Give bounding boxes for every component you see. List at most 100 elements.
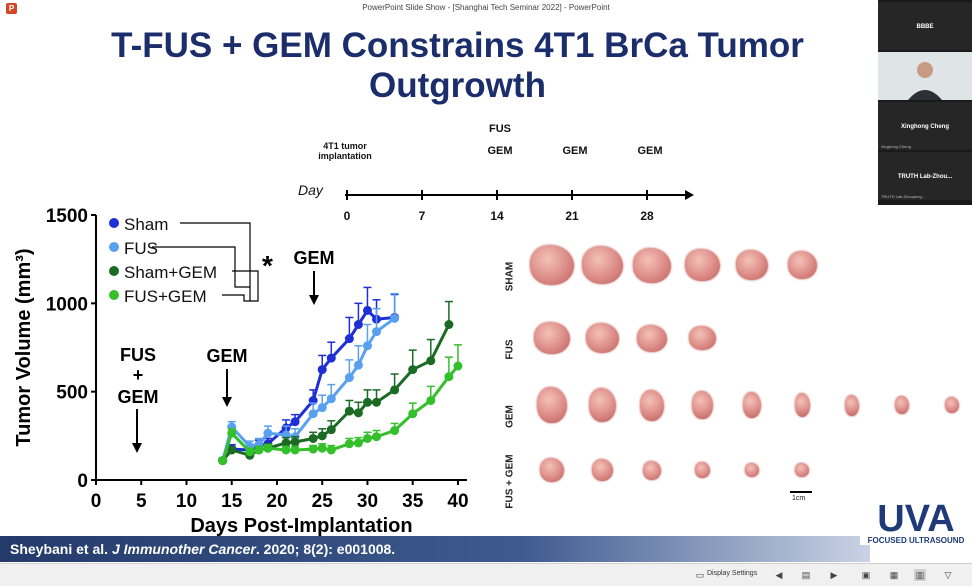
citation-text: Sheybani et al. J Immunother Cancer. 202…: [10, 541, 395, 557]
data-point: [317, 365, 327, 375]
next-slide-icon[interactable]: ▶: [830, 570, 838, 580]
data-point: [254, 445, 264, 455]
data-point: [372, 327, 382, 337]
data-point: [444, 320, 454, 330]
annotation-gem-28: GEM: [293, 248, 334, 268]
data-point: [353, 438, 363, 448]
display-settings-icon[interactable]: ▭: [695, 570, 705, 580]
data-point: [281, 445, 291, 455]
x-tick-label: 30: [357, 491, 378, 512]
data-point: [263, 443, 273, 453]
data-point: [326, 425, 336, 435]
slide-sorter-icon[interactable]: ▦: [889, 570, 899, 580]
data-point: [281, 438, 291, 448]
scale-bar-label: 1cm: [792, 495, 806, 502]
data-point: [344, 439, 354, 449]
slideshow-status-bar: ▭ Display Settings ◀ ▤ ▶ ▣ ▦ ▥ ▽: [0, 563, 972, 586]
data-point: [408, 365, 418, 375]
timeline-event-gem-14: GEM: [487, 145, 513, 157]
legend-marker: [109, 290, 119, 300]
timeline-tick-label: 21: [565, 209, 579, 223]
citation-authors: Sheybani et al.: [10, 541, 112, 557]
powerpoint-icon: P: [6, 3, 17, 14]
x-tick-label: 10: [176, 491, 197, 512]
tumor-photo: [530, 245, 574, 285]
x-tick-label: 15: [221, 491, 243, 512]
notes-icon[interactable]: ▤: [801, 570, 811, 580]
data-point: [353, 360, 363, 370]
normal-view-icon[interactable]: ▣: [861, 570, 871, 580]
data-point: [317, 443, 327, 453]
annotation-plus: +: [133, 365, 144, 385]
tumor-photo: [845, 394, 859, 416]
timeline-axis: [345, 190, 694, 200]
tumor-photo: [633, 247, 671, 283]
legend-label: Sham: [124, 215, 168, 234]
tumor-photo: [736, 250, 768, 280]
data-point: [444, 372, 454, 382]
video-tile-4-sub: TRUTH Lab-Zhoupeng...: [881, 194, 926, 199]
timeline-event-fus: FUS: [489, 123, 511, 135]
data-point: [317, 403, 327, 413]
annotation-gem-21: GEM: [206, 346, 247, 366]
annotation-gem-first: GEM: [117, 387, 158, 407]
slide: T-FUS + GEM Constrains 4T1 BrCa Tumor Ou…: [0, 18, 972, 563]
x-tick-label: 0: [91, 491, 102, 512]
significance-star: *: [262, 250, 273, 281]
data-point: [308, 433, 318, 443]
data-point: [362, 433, 372, 443]
data-point: [390, 426, 400, 436]
tumor-photo: [643, 460, 661, 480]
display-settings-button[interactable]: Display Settings: [707, 570, 758, 577]
x-tick-label: 5: [136, 491, 147, 512]
window-title: PowerPoint Slide Show - [Shanghai Tech S…: [362, 3, 610, 12]
significance-bracket: [180, 222, 251, 288]
video-tile-camera[interactable]: [878, 52, 972, 100]
x-tick-label: 35: [402, 491, 424, 512]
data-point: [372, 397, 382, 407]
tumor-photo: [684, 248, 720, 282]
timeline-event-gem-28: GEM: [637, 145, 663, 157]
tumor-photo: [540, 458, 564, 482]
tumor-photo: [691, 390, 713, 420]
y-tick-label: 1000: [46, 294, 88, 315]
data-point: [372, 432, 382, 442]
data-point: [353, 320, 363, 330]
annotation-arrowhead: [222, 397, 232, 407]
timeline-arrowhead: [685, 190, 694, 200]
data-point: [344, 373, 354, 383]
video-tile-3[interactable]: Xinghong Cheng Xinghong Cheng: [878, 102, 972, 150]
significance-bracket: [232, 270, 259, 302]
video-tile-1[interactable]: BBBE: [878, 2, 972, 50]
slide-title-line1: T-FUS + GEM Constrains 4T1 BrCa Tumor: [111, 26, 804, 65]
legend-label: FUS: [124, 239, 158, 258]
data-point: [308, 409, 318, 419]
data-point: [263, 428, 273, 438]
data-point: [308, 444, 318, 454]
y-tick-label: 500: [56, 383, 88, 404]
video-tile-4[interactable]: TRUTH Lab-Zhou... TRUTH Lab-Zhoupeng...: [878, 152, 972, 200]
timeline-event-implant: 4T1 tumor implantation: [310, 141, 380, 161]
significance-bracket: [152, 246, 242, 288]
reading-view-icon[interactable]: ▥: [914, 569, 926, 581]
citation-bar: Sheybani et al. J Immunother Cancer. 202…: [0, 536, 870, 562]
y-axis-label: Tumor Volume (mm³): [13, 248, 35, 446]
legend-marker: [109, 218, 119, 228]
photo-row-label: SHAM: [504, 261, 516, 292]
video-tile-4-name: TRUTH Lab-Zhou...: [897, 174, 953, 180]
previous-slide-icon[interactable]: ◀: [775, 570, 783, 580]
tumor-photo: [745, 463, 759, 477]
annotation-arrowhead: [132, 443, 142, 453]
data-point: [362, 305, 372, 315]
tumor-photo: [591, 459, 613, 481]
slideshow-view-icon[interactable]: ▽: [944, 570, 952, 580]
video-tile-3-sub: Xinghong Cheng: [881, 144, 911, 149]
legend-label: Sham+GEM: [124, 263, 217, 282]
tumor-photo: [534, 322, 570, 354]
tumor-volume-chart: 0 500 1000 1500 0 5 10 15 20 25 30 35 40 Days Post-Im…: [13, 206, 469, 537]
tumor-photo: [795, 463, 809, 477]
tumor-photo: [895, 395, 909, 415]
photo-row-label: FUS + GEM: [504, 454, 516, 509]
tumor-photo: [640, 389, 664, 421]
data-point: [326, 394, 336, 404]
